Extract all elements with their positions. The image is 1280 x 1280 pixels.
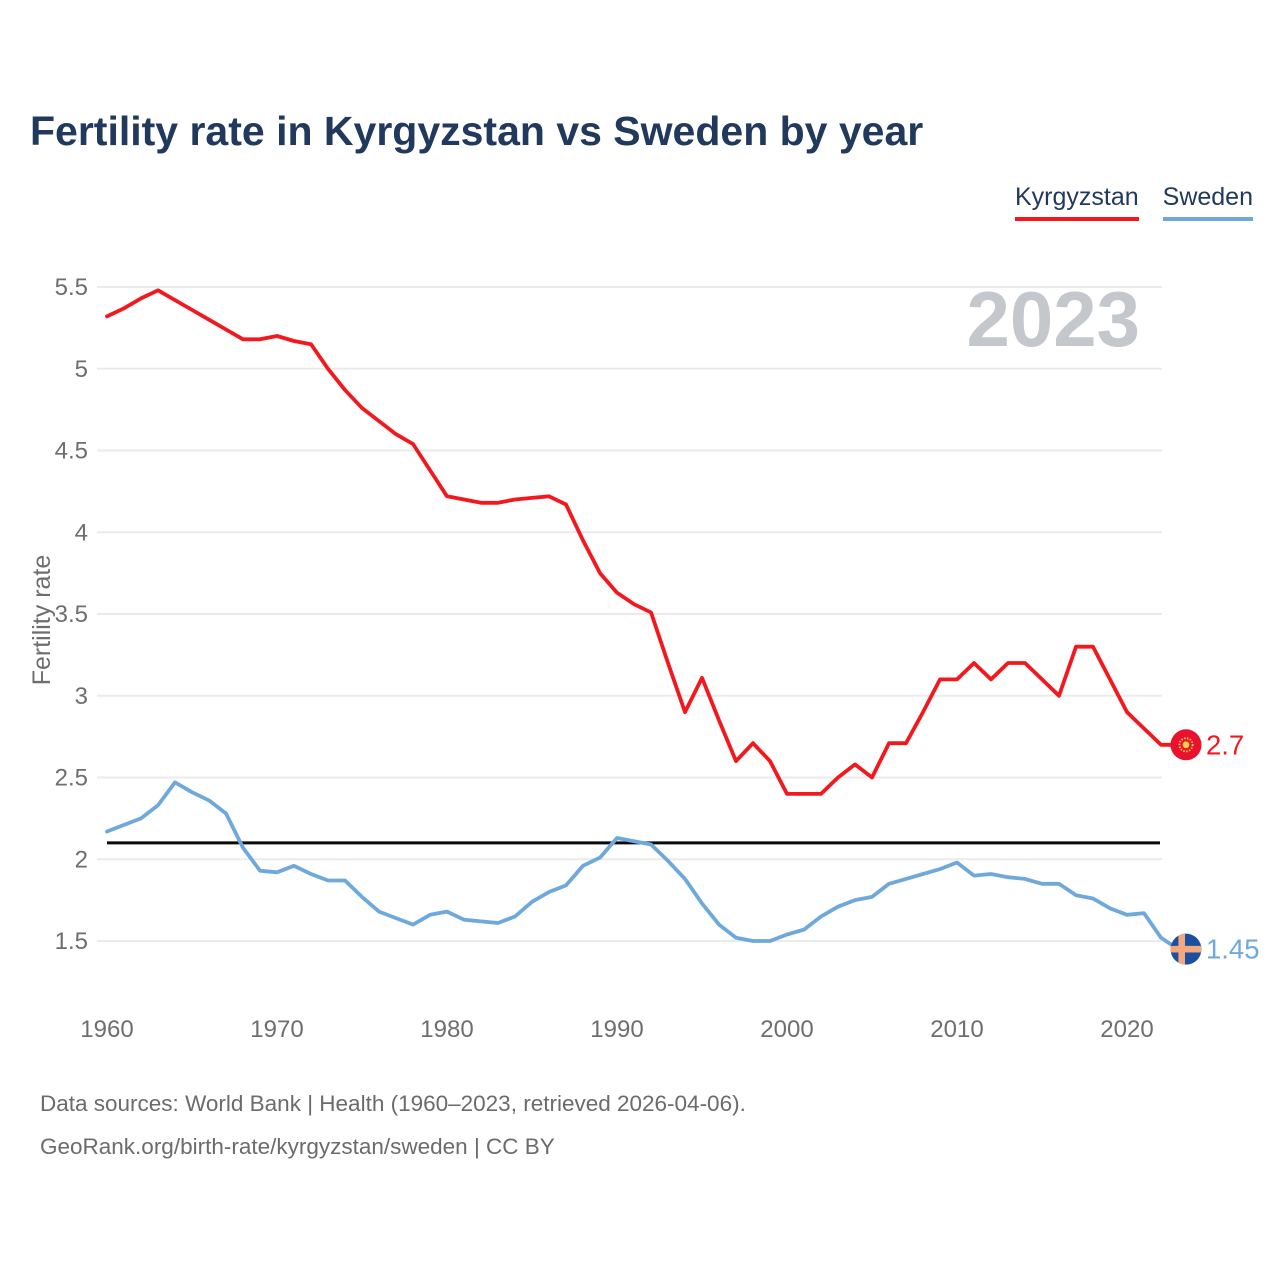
kyrgyzstan-line [105,288,1180,796]
sweden-end-label: 1.45 [1206,934,1260,965]
footer-attribution: GeoRank.org/birth-rate/kyrgyzstan/sweden… [40,1134,555,1159]
x-tick-label: 2010 [930,1016,983,1043]
x-tick-label: 1960 [80,1016,133,1043]
y-tick-label: 5 [75,356,88,383]
watermark-year: 2023 [966,275,1140,363]
y-tick-label: 1.5 [55,928,88,955]
y-tick-label: 3 [75,683,88,710]
footer: Data sources: World Bank | Health (1960–… [40,1082,746,1168]
y-tick-label: 2 [75,846,88,873]
y-tick-label: 2.5 [55,765,88,792]
x-tick-label: 1980 [420,1016,473,1043]
page-title: Fertility rate in Kyrgyzstan vs Sweden b… [30,108,924,154]
y-tick-label: 4 [75,519,88,546]
y-tick-label: 4.5 [55,438,88,465]
legend-item-sweden[interactable]: Sweden [1162,183,1253,221]
x-tick-label: 1970 [250,1016,303,1043]
sweden-line [105,780,1180,952]
y-tick-label: 5.5 [55,274,88,301]
kyrgyzstan-flag-marker [1170,729,1202,761]
x-tick-label: 2020 [1100,1016,1153,1043]
sweden-flag-marker [1170,933,1202,965]
y-tick-label: 3.5 [55,601,88,628]
legend-item-kyrgyzstan[interactable]: Kyrgyzstan [1014,183,1139,221]
x-tick-label: 2000 [760,1016,813,1043]
chart-legend: Kyrgyzstan Sweden [1014,183,1253,221]
x-tick-label: 1990 [590,1016,643,1043]
kyrgyzstan-end-label: 2.7 [1206,729,1244,760]
footer-sources: Data sources: World Bank | Health (1960–… [40,1091,746,1116]
y-axis-title: Fertility rate [28,555,56,686]
